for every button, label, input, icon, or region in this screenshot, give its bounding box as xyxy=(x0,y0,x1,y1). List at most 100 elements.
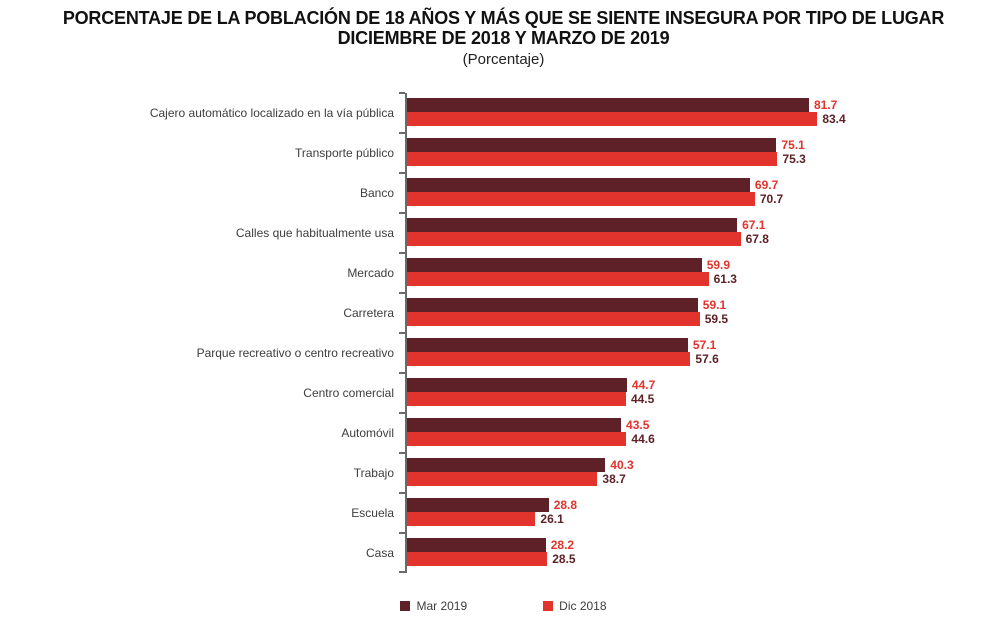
value-label-dic-2018: 28.5 xyxy=(552,552,576,566)
value-label-mar-2019: 28.8 xyxy=(553,498,578,512)
value-label-dic-2018: 38.7 xyxy=(602,472,626,486)
bar-dic-2018 xyxy=(407,552,548,566)
category-label: Trabajo xyxy=(353,465,394,480)
value-label-dic-2018: 70.7 xyxy=(759,192,784,206)
legend-label-mar-2019: Mar 2019 xyxy=(416,599,468,613)
legend-swatch-dic-2018-icon xyxy=(543,601,554,611)
value-label-mar-2019: 59.1 xyxy=(702,298,727,312)
chart-row: Transporte público 75.1 75.3 xyxy=(0,132,1007,173)
bar-mar-2019 xyxy=(407,498,549,512)
bar-line-dic-2018: 38.7 xyxy=(407,472,1007,486)
plot-area: 69.7 70.7 xyxy=(399,172,1007,213)
chart-row: Carretera 59.1 59.5 xyxy=(0,292,1007,333)
bar-mar-2019 xyxy=(407,338,688,352)
bar-line-dic-2018: 44.6 xyxy=(407,432,1007,446)
bar-dic-2018 xyxy=(407,272,709,286)
title-block: PORCENTAJE DE LA POBLACIÓN DE 18 AÑOS Y … xyxy=(0,0,1007,68)
bar-line-dic-2018: 83.4 xyxy=(407,112,1007,126)
value-label-dic-2018: 44.5 xyxy=(630,392,655,406)
plot-area: 28.8 26.1 xyxy=(399,492,1007,533)
value-label-dic-2018: 44.6 xyxy=(631,432,655,446)
value-label-dic-2018: 59.5 xyxy=(704,312,729,326)
bar-line-mar-2019: 81.7 xyxy=(407,98,1007,112)
legend-label-dic-2018: Dic 2018 xyxy=(559,599,607,613)
bar-line-mar-2019: 40.3 xyxy=(407,458,1007,472)
plot-area: 44.7 44.5 xyxy=(399,372,1007,413)
plot-area: 43.5 44.6 xyxy=(399,412,1007,453)
chart-row: Centro comercial 44.7 44.5 xyxy=(0,372,1007,413)
bar-line-mar-2019: 57.1 xyxy=(407,338,1007,352)
bar-group: 69.7 70.7 xyxy=(407,173,1007,206)
bar-line-dic-2018: 57.6 xyxy=(407,352,1007,366)
bar-line-mar-2019: 59.1 xyxy=(407,298,1007,312)
value-label-mar-2019: 40.3 xyxy=(610,458,634,472)
value-label-mar-2019: 57.1 xyxy=(692,338,717,352)
bar-dic-2018 xyxy=(407,152,778,166)
bar-line-mar-2019: 67.1 xyxy=(407,218,1007,232)
chart-subtitle: (Porcentaje) xyxy=(462,51,545,68)
value-label-mar-2019: 28.2 xyxy=(550,538,575,552)
category-label: Transporte público xyxy=(295,145,394,160)
bar-line-dic-2018: 59.5 xyxy=(407,312,1007,326)
plot-area: 57.1 57.6 xyxy=(399,332,1007,373)
bar-mar-2019 xyxy=(407,138,777,152)
bar-line-mar-2019: 43.5 xyxy=(407,418,1007,432)
legend-item-mar-2019: Mar 2019 xyxy=(400,599,467,613)
bar-dic-2018 xyxy=(407,432,627,446)
bar-line-mar-2019: 28.8 xyxy=(407,498,1007,512)
bar-line-mar-2019: 75.1 xyxy=(407,138,1007,152)
chart-row: Mercado 59.9 61.3 xyxy=(0,252,1007,293)
value-label-mar-2019: 69.7 xyxy=(754,178,779,192)
value-label-mar-2019: 75.1 xyxy=(781,138,805,152)
category-label: Centro comercial xyxy=(303,385,394,400)
bar-line-mar-2019: 69.7 xyxy=(407,178,1007,192)
chart-row: Cajero automático localizado en la vía p… xyxy=(0,92,1007,133)
bar-line-dic-2018: 70.7 xyxy=(407,192,1007,206)
category-label: Mercado xyxy=(347,265,394,280)
value-label-mar-2019: 67.1 xyxy=(742,218,766,232)
plot-area: 75.1 75.3 xyxy=(399,132,1007,173)
bar-dic-2018 xyxy=(407,112,818,126)
value-label-dic-2018: 67.8 xyxy=(745,232,769,246)
bar-mar-2019 xyxy=(407,258,702,272)
bar-mar-2019 xyxy=(407,178,750,192)
chart-row: Parque recreativo o centro recreativo 57.… xyxy=(0,332,1007,373)
category-label: Parque recreativo o centro recreativo xyxy=(196,345,394,360)
bar-group: 81.7 83.4 xyxy=(407,93,1007,126)
bar-mar-2019 xyxy=(407,98,809,112)
plot-area: 59.1 59.5 xyxy=(399,292,1007,333)
bar-group: 59.9 61.3 xyxy=(407,253,1007,286)
value-label-mar-2019: 59.9 xyxy=(706,258,731,272)
legend-item-dic-2018: Dic 2018 xyxy=(543,599,607,613)
bar-dic-2018 xyxy=(407,192,755,206)
bar-line-dic-2018: 67.8 xyxy=(407,232,1007,246)
chart-row: Calles que habitualmente usa 67.1 67.8 xyxy=(0,212,1007,253)
value-label-dic-2018: 75.3 xyxy=(782,152,806,166)
legend-swatch-mar-2019-icon xyxy=(400,601,411,611)
bar-dic-2018 xyxy=(407,312,700,326)
value-label-mar-2019: 43.5 xyxy=(626,418,650,432)
bar-group: 44.7 44.5 xyxy=(407,373,1007,406)
chart-row: Escuela 28.8 26.1 xyxy=(0,492,1007,533)
bar-line-mar-2019: 28.2 xyxy=(407,538,1007,552)
bar-mar-2019 xyxy=(407,418,622,432)
category-label: Casa xyxy=(365,545,394,560)
plot-area: 81.7 83.4 xyxy=(399,92,1007,133)
plot-area: 59.9 61.3 xyxy=(399,252,1007,293)
bar-dic-2018 xyxy=(407,392,626,406)
chart-title-line1: PORCENTAJE DE LA POBLACIÓN DE 18 AÑOS Y … xyxy=(62,8,945,28)
category-label: Cajero automático localizado en la vía p… xyxy=(149,105,394,120)
bar-group: 28.2 28.5 xyxy=(407,533,1007,566)
chart-title-line2: DICIEMBRE DE 2018 Y MARZO DE 2019 xyxy=(337,28,670,48)
bar-dic-2018 xyxy=(407,352,691,366)
plot-area: 67.1 67.8 xyxy=(399,212,1007,253)
legend: Mar 2019 Dic 2018 xyxy=(0,599,1007,613)
bar-group: 57.1 57.6 xyxy=(407,333,1007,366)
value-label-dic-2018: 57.6 xyxy=(695,352,719,366)
chart-row: Automóvil 43.5 44.6 xyxy=(0,412,1007,453)
plot-area: 28.2 28.5 xyxy=(399,532,1007,573)
bar-group: 67.1 67.8 xyxy=(407,213,1007,246)
bar-dic-2018 xyxy=(407,232,741,246)
chart-row: Trabajo 40.3 38.7 xyxy=(0,452,1007,493)
